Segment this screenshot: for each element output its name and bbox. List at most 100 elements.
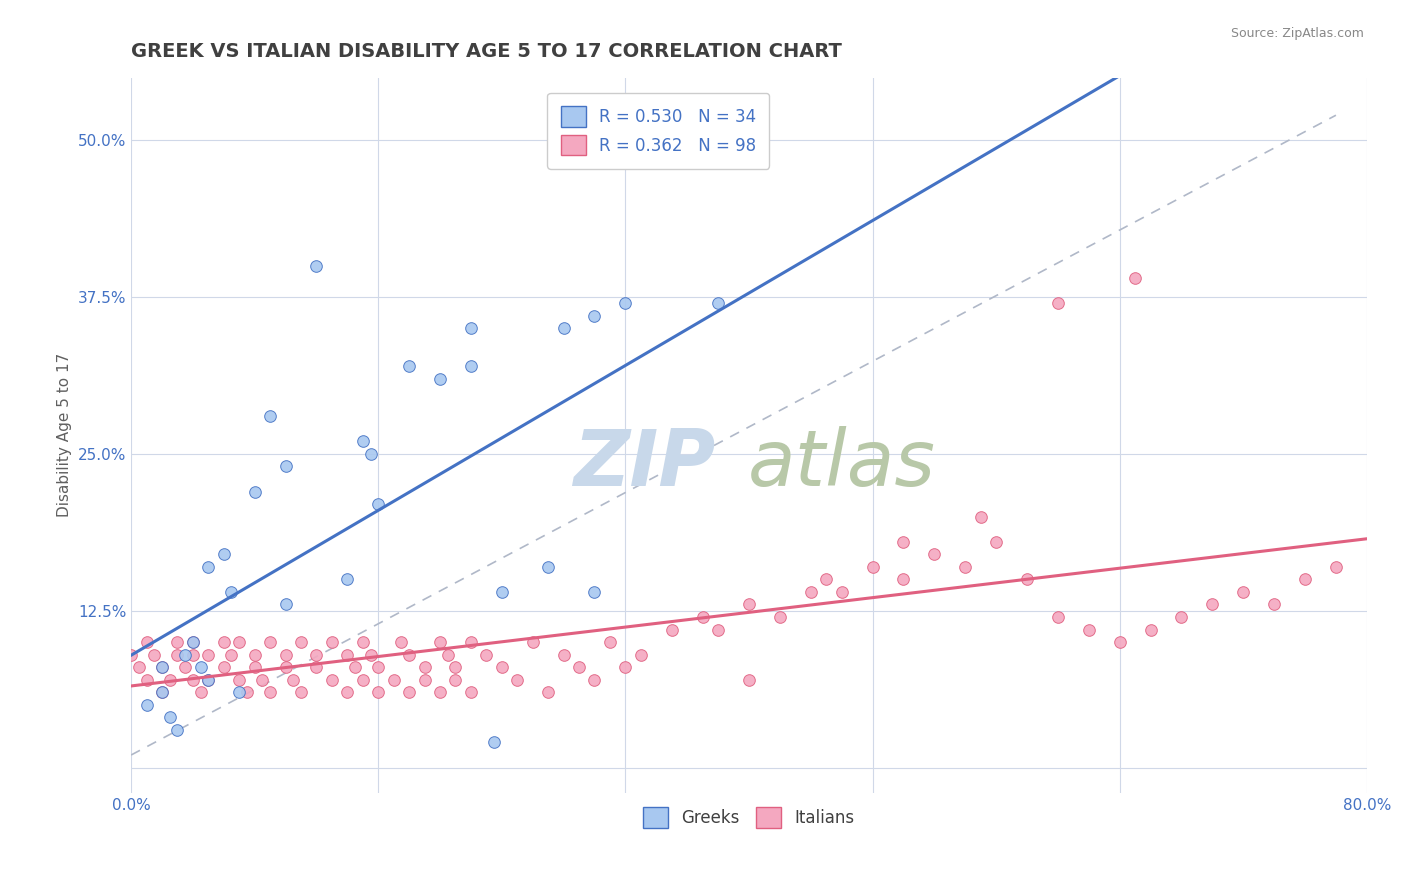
Point (1294, 573, 1316, 587)
Point (398, 648, 420, 662)
Point (398, 685, 420, 699)
Point (259, 409, 281, 424)
Point (221, 585, 243, 599)
Point (352, 673, 374, 687)
Point (436, 648, 458, 662)
Point (413, 660, 436, 674)
Point (352, 434, 374, 449)
Point (197, 673, 219, 687)
Point (382, 673, 405, 687)
Point (482, 735, 505, 749)
Point (583, 673, 606, 687)
Point (969, 509, 991, 524)
Point (159, 673, 181, 687)
Point (630, 648, 652, 662)
Point (800, 585, 823, 599)
Point (352, 635, 374, 649)
Point (583, 585, 606, 599)
Point (321, 635, 343, 649)
Point (1139, 623, 1161, 637)
Point (181, 635, 204, 649)
Point (475, 648, 498, 662)
Text: GREEK VS ITALIAN DISABILITY AGE 5 TO 17 CORRELATION CHART: GREEK VS ITALIAN DISABILITY AGE 5 TO 17 … (131, 42, 842, 61)
Point (444, 673, 467, 687)
Point (228, 673, 250, 687)
Point (429, 372, 451, 386)
Point (692, 610, 714, 624)
Point (336, 573, 359, 587)
Point (212, 547, 235, 561)
Point (413, 673, 436, 687)
Text: ZIP: ZIP (572, 425, 716, 501)
Point (738, 673, 761, 687)
Point (290, 685, 312, 699)
Point (367, 660, 389, 674)
Point (707, 296, 730, 310)
Point (135, 673, 157, 687)
Point (274, 459, 297, 474)
Point (1046, 296, 1069, 310)
Point (181, 673, 204, 687)
Point (1201, 598, 1223, 612)
Point (252, 673, 274, 687)
Point (212, 660, 235, 674)
Point (537, 685, 560, 699)
Point (181, 635, 204, 649)
Point (893, 534, 915, 549)
Point (197, 673, 219, 687)
Point (197, 559, 219, 574)
Point (429, 685, 451, 699)
Point (166, 723, 188, 737)
Point (259, 635, 281, 649)
Point (150, 685, 173, 699)
Point (360, 447, 382, 461)
Point (181, 648, 204, 662)
Point (228, 685, 250, 699)
Point (174, 660, 197, 674)
Point (661, 623, 683, 637)
Point (1170, 610, 1192, 624)
Point (305, 648, 328, 662)
Point (738, 598, 761, 612)
Point (135, 635, 157, 649)
Point (274, 660, 297, 674)
Point (236, 685, 259, 699)
Point (305, 259, 328, 273)
Point (336, 648, 359, 662)
Point (221, 648, 243, 662)
Point (367, 685, 389, 699)
Point (553, 648, 575, 662)
Point (583, 309, 606, 323)
Point (1123, 271, 1146, 285)
Point (159, 710, 181, 724)
Point (259, 685, 281, 699)
Point (274, 598, 297, 612)
Point (305, 660, 328, 674)
Point (367, 497, 389, 511)
Point (1015, 573, 1038, 587)
Point (599, 635, 621, 649)
Point (135, 698, 157, 712)
Point (924, 547, 946, 561)
Point (197, 648, 219, 662)
Point (429, 635, 451, 649)
Point (212, 635, 235, 649)
Point (769, 610, 792, 624)
Point (1046, 610, 1069, 624)
Point (143, 648, 166, 662)
Point (614, 660, 637, 674)
Point (243, 648, 266, 662)
Point (984, 534, 1007, 549)
Point (174, 648, 197, 662)
Point (243, 484, 266, 499)
Point (1108, 635, 1130, 649)
Point (128, 660, 150, 674)
Point (460, 359, 482, 373)
Point (228, 635, 250, 649)
Point (444, 660, 467, 674)
Text: atlas: atlas (748, 425, 935, 501)
Point (491, 660, 513, 674)
Point (150, 660, 173, 674)
Point (166, 648, 188, 662)
Point (953, 559, 976, 574)
